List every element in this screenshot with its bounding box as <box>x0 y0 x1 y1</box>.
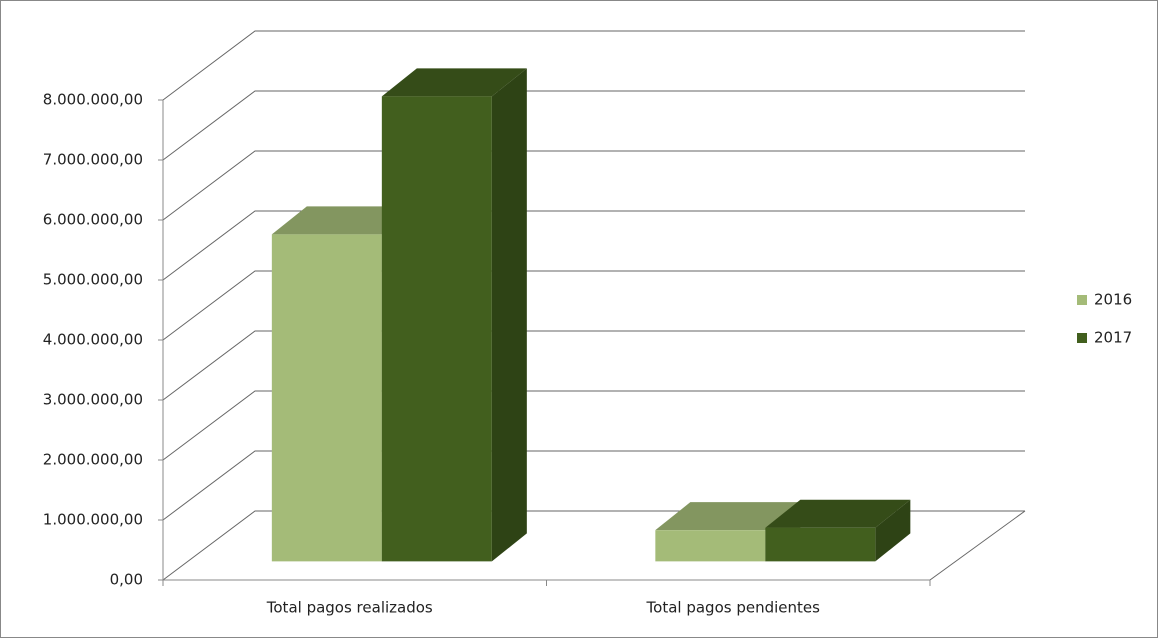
legend-label: 2017 <box>1094 329 1132 347</box>
bar-top <box>271 206 417 235</box>
bar-side <box>491 68 527 562</box>
bar-top <box>765 499 911 528</box>
y-tick-label: 0,00 <box>110 571 143 589</box>
grid-line <box>162 210 1025 281</box>
floor-edge <box>929 510 1026 581</box>
y-tick-label: 8.000.000,00 <box>43 91 143 109</box>
bar <box>271 234 382 562</box>
bar-top <box>381 68 527 97</box>
legend-swatch <box>1077 333 1087 343</box>
y-tick-label: 7.000.000,00 <box>43 151 143 169</box>
grid-line <box>162 330 1025 401</box>
bar <box>655 530 766 562</box>
grid-line <box>162 30 1025 101</box>
grid-line <box>162 270 1025 341</box>
y-tick-label: 5.000.000,00 <box>43 271 143 289</box>
y-tick-label: 6.000.000,00 <box>43 211 143 229</box>
y-tick-label: 3.000.000,00 <box>43 391 143 409</box>
x-tick-label: Total pagos realizados <box>266 599 433 617</box>
legend-swatch <box>1077 295 1087 305</box>
bar-side <box>875 499 911 562</box>
legend-label: 2016 <box>1094 291 1132 309</box>
bar <box>381 96 492 562</box>
x-tick-label: Total pagos pendientes <box>646 599 821 617</box>
grid-line <box>162 450 1025 521</box>
y-tick-label: 4.000.000,00 <box>43 331 143 349</box>
y-tick-label: 1.000.000,00 <box>43 511 143 529</box>
grid-line <box>162 150 1025 221</box>
grid-line <box>162 90 1025 161</box>
y-tick-label: 2.000.000,00 <box>43 451 143 469</box>
bar-top <box>655 502 801 531</box>
bar <box>765 527 876 562</box>
grid-line <box>162 390 1025 461</box>
